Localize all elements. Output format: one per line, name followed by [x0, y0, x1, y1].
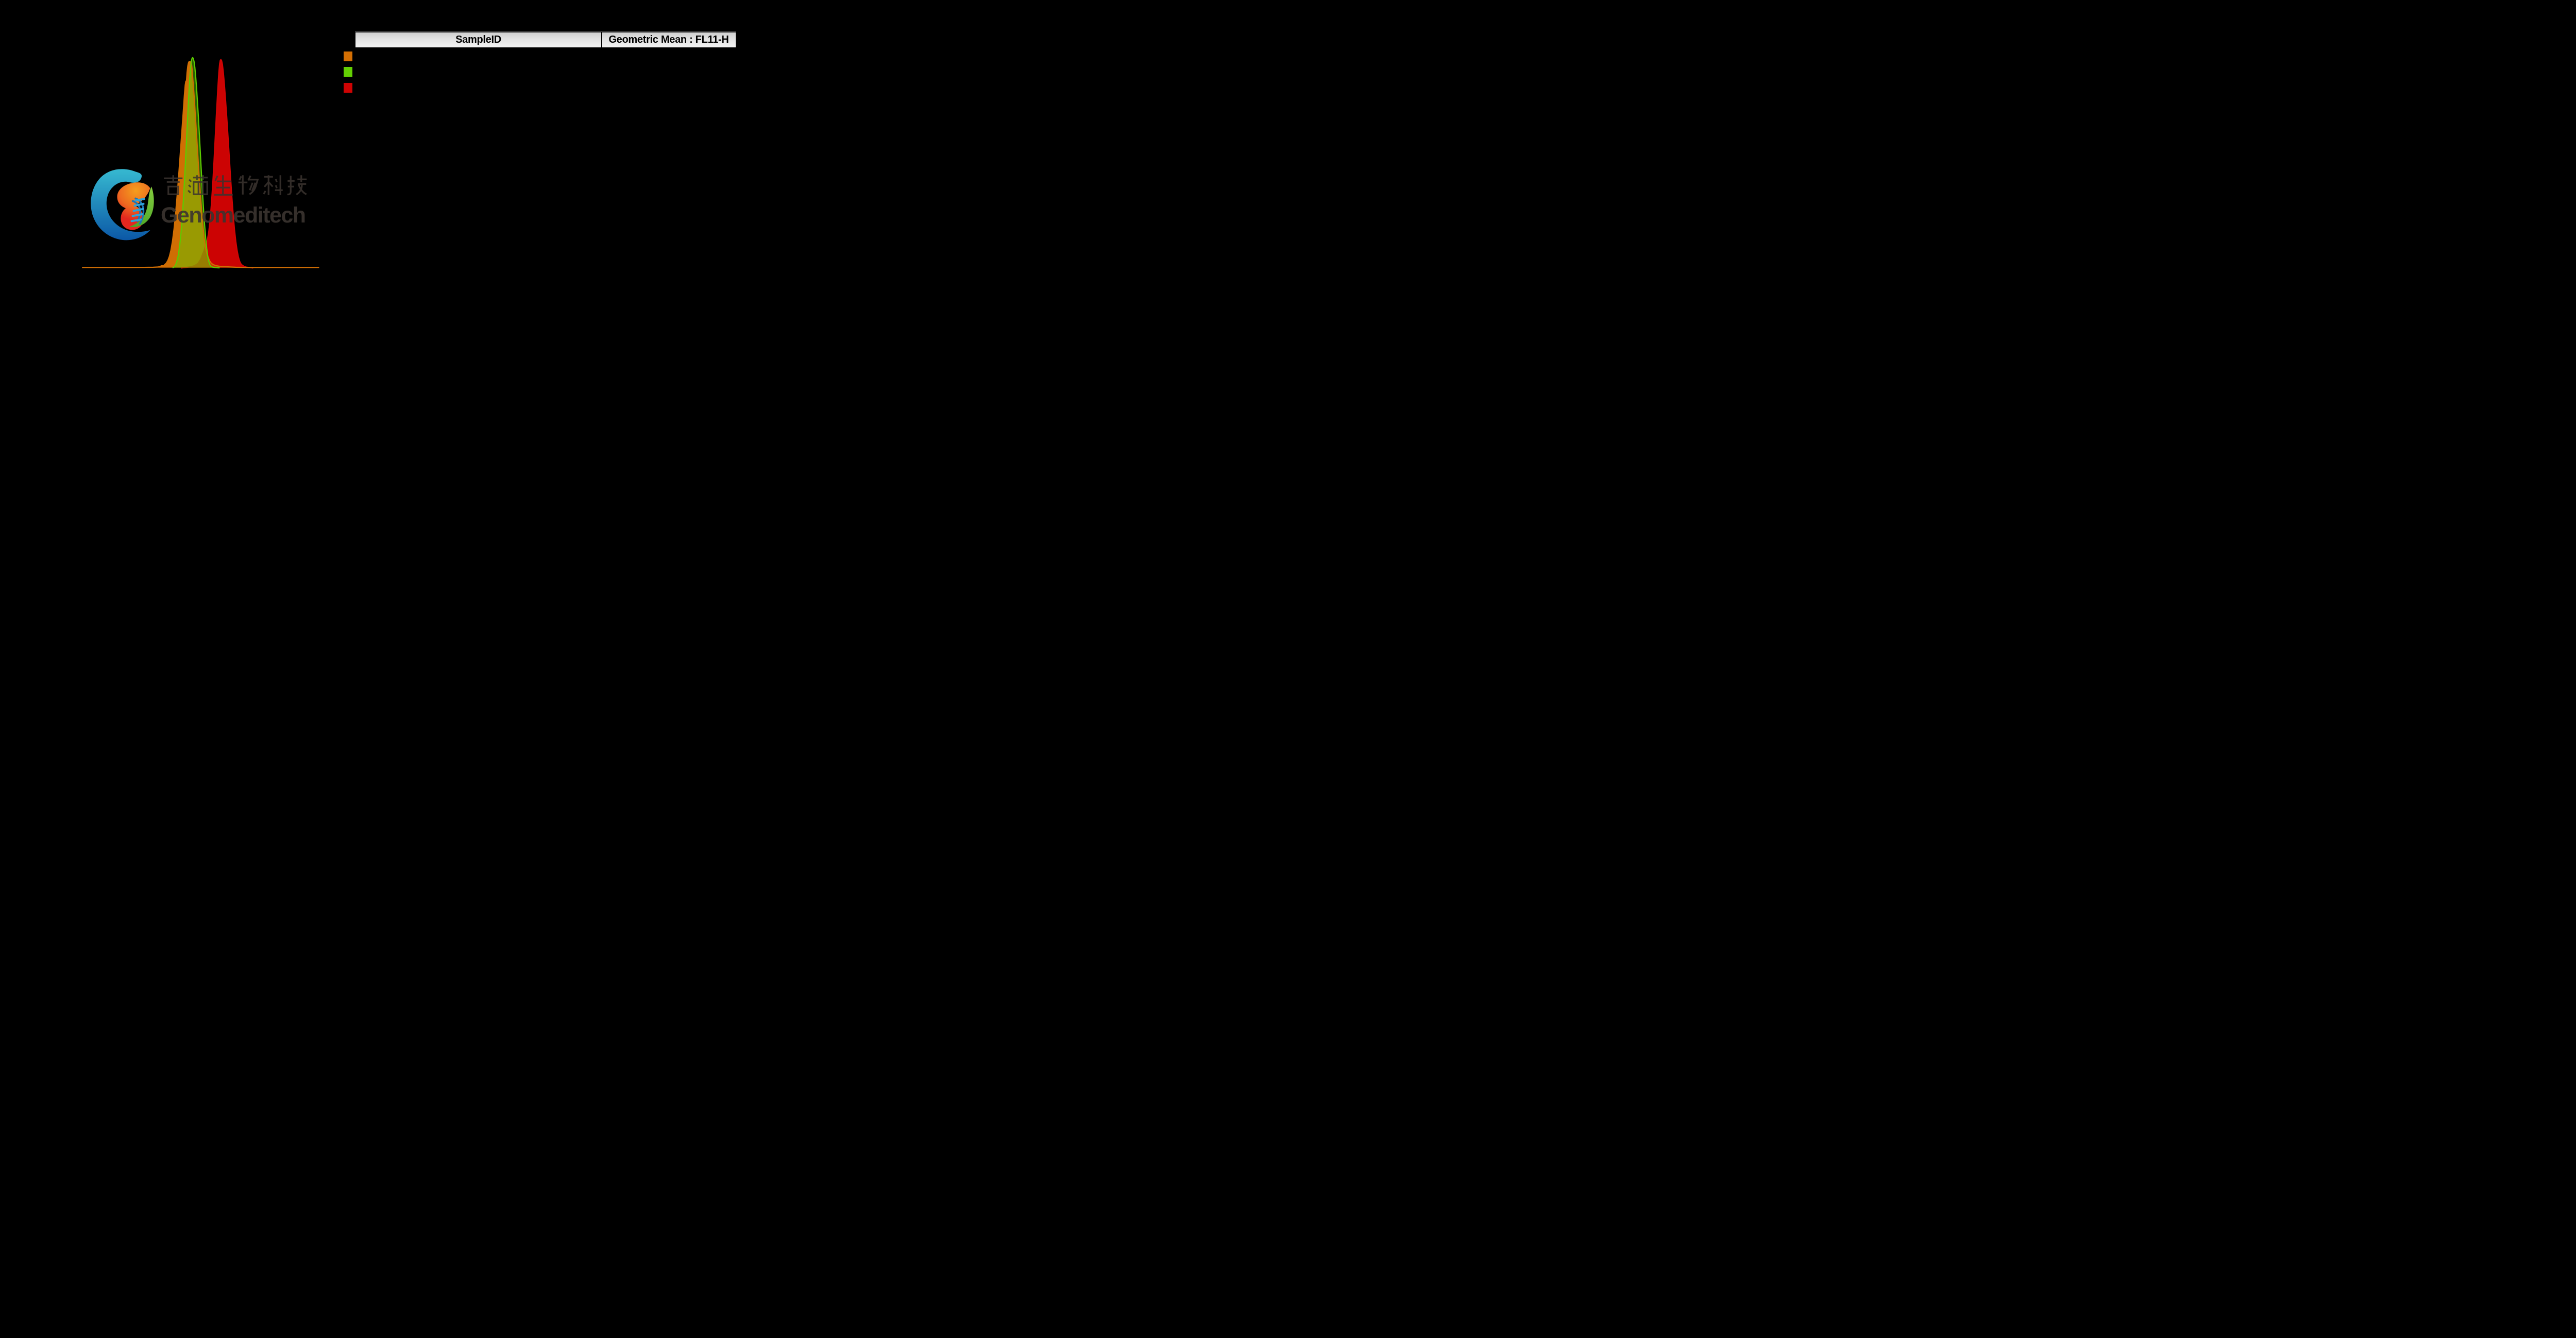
watermark-cn-glyph-art: [164, 175, 307, 196]
cn-char-1: [164, 175, 183, 195]
histogram-layers: [82, 57, 319, 269]
legend-swatch-red: [344, 83, 352, 93]
cn-char-5: [263, 175, 283, 195]
logo-green-leaf: [129, 186, 154, 227]
logo-dna-rungs: [130, 198, 145, 222]
histogram-chart: 吉满生物科技 Genomeditech: [82, 57, 319, 269]
logo-dna-strand: [130, 197, 145, 225]
legend-swatch-green: [344, 67, 352, 77]
cn-char-2: [188, 175, 208, 195]
genomeditech-logo-icon: [91, 169, 154, 241]
histogram-green-outline: [172, 57, 220, 269]
cn-char-6: [287, 175, 307, 196]
table-header-geometric-mean: Geometric Mean : FL11-H: [608, 34, 729, 45]
watermark-en-text: Genomeditech: [161, 203, 306, 228]
legend-swatch-orange: [344, 52, 352, 61]
logo-flame: [117, 182, 150, 230]
legend: [344, 0, 354, 335]
table-header-sampleid: SampleID: [355, 32, 602, 47]
histogram-red-fill: [181, 59, 253, 268]
screenshot-root: 吉满生物科技 Genomeditech SampleID Geometric M…: [0, 0, 749, 335]
cn-char-3: [214, 175, 233, 196]
watermark: 吉满生物科技 Genomeditech: [91, 169, 307, 241]
statistics-table: SampleID Geometric Mean : FL11-H: [355, 31, 736, 48]
table-header-row: SampleID Geometric Mean : FL11-H: [355, 32, 736, 48]
histogram-orange-fill: [82, 61, 319, 268]
histogram-green-fill: [173, 57, 220, 268]
cn-char-4: [238, 175, 259, 195]
logo-blue-swirl: [91, 169, 150, 241]
